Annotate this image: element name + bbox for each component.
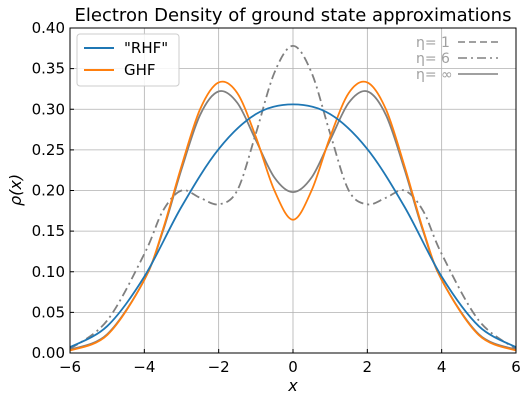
legend-secondary: η= 1η= 6η= ∞ (416, 35, 498, 83)
y-tick-label: 0.35 (32, 60, 65, 78)
series-line-3 (69, 44, 517, 350)
y-tick-label: 0.40 (32, 19, 65, 37)
chart-title: Electron Density of ground state approxi… (75, 5, 512, 26)
x-axis-label: x (287, 376, 298, 395)
x-axis: −6 −4 −2 0 2 4 6 (59, 349, 521, 376)
legend-secondary-label: η= 6 (416, 51, 450, 67)
y-tick-label: 0.20 (32, 182, 65, 200)
x-tick-label: 4 (437, 358, 447, 376)
legend-secondary-label: η= 1 (416, 35, 450, 51)
legend-secondary-label: η= ∞ (416, 67, 453, 83)
x-tick-label: −2 (208, 358, 230, 376)
y-tick-label: 0.05 (32, 303, 65, 321)
y-tick-label: 0.00 (32, 344, 65, 362)
x-tick-label: 6 (511, 358, 521, 376)
y-tick-label: 0.10 (32, 263, 65, 281)
y-axis: 0.00 0.05 0.10 0.15 0.20 0.25 0.30 0.35 0.40 (32, 19, 74, 362)
series-layer (69, 44, 517, 352)
y-tick-label: 0.15 (32, 222, 65, 240)
x-tick-label: 0 (288, 358, 298, 376)
series-line-0 (69, 103, 517, 349)
y-axis-label: ρ(x) (6, 174, 25, 206)
legend-main-label: GHF (124, 61, 156, 79)
x-tick-label: −4 (133, 358, 155, 376)
x-tick-label: 2 (363, 358, 373, 376)
y-tick-label: 0.30 (32, 100, 65, 118)
legend-main: "RHF" GHF (76, 33, 180, 87)
legend-main-label: "RHF" (124, 39, 168, 57)
y-tick-label: 0.25 (32, 141, 65, 159)
series-line-1 (69, 80, 517, 352)
x-tick-label: −6 (59, 358, 81, 376)
